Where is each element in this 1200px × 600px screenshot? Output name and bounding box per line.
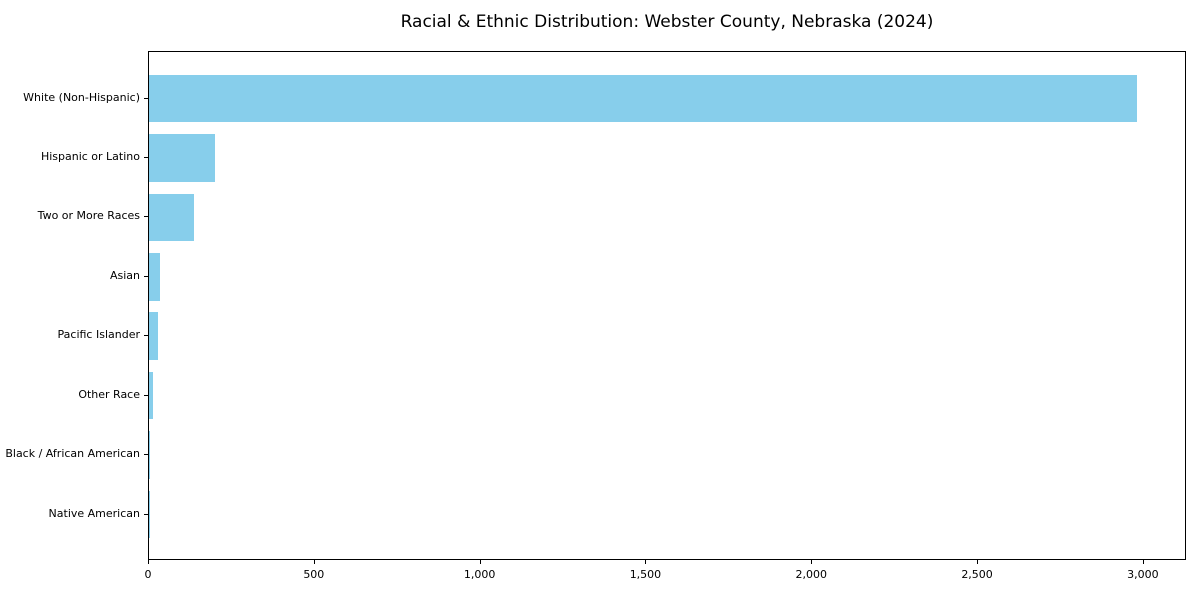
y-tick-label: White (Non-Hispanic) <box>23 90 140 104</box>
bar <box>149 312 158 360</box>
x-tick-mark <box>1142 560 1144 564</box>
x-tick-mark <box>645 560 647 564</box>
x-tick-label: 2,000 <box>795 568 828 581</box>
y-tick-label: Other Race <box>78 387 140 401</box>
x-tick-label: 0 <box>144 568 152 581</box>
y-tick-label: Hispanic or Latino <box>40 149 140 163</box>
x-tick-mark <box>313 560 315 564</box>
chart-title: Racial & Ethnic Distribution: Webster Co… <box>400 12 934 32</box>
bar <box>149 193 194 242</box>
y-tick-mark <box>144 394 148 396</box>
x-tick-label: 2,500 <box>961 568 993 581</box>
y-tick-mark <box>144 97 148 99</box>
plot-area <box>148 51 1186 560</box>
x-tick-mark <box>148 560 149 564</box>
y-tick-label: Two or More Races <box>37 209 140 223</box>
x-tick-label: 3,000 <box>1127 568 1159 581</box>
y-tick-label: Pacific Islander <box>57 328 140 342</box>
bar <box>149 253 160 301</box>
y-tick-mark <box>144 513 148 515</box>
bar <box>149 490 150 539</box>
y-tick-mark <box>144 216 148 218</box>
bar <box>149 74 1138 123</box>
y-tick-mark <box>144 335 148 337</box>
bar <box>149 134 215 182</box>
y-tick-mark <box>144 156 148 158</box>
y-tick-label: Asian <box>109 268 140 282</box>
x-tick-label: 1,500 <box>629 568 662 581</box>
y-tick-label: Black / African American <box>5 447 140 461</box>
y-tick-mark <box>144 275 148 277</box>
bar <box>149 431 151 479</box>
x-tick-label: 500 <box>303 568 325 581</box>
x-tick-mark <box>977 560 979 564</box>
y-tick-label: Native American <box>48 506 140 520</box>
x-tick-label: 1,000 <box>463 568 496 581</box>
bar <box>149 371 153 420</box>
x-tick-mark <box>479 560 481 564</box>
y-tick-mark <box>144 454 148 456</box>
x-tick-mark <box>811 560 813 564</box>
